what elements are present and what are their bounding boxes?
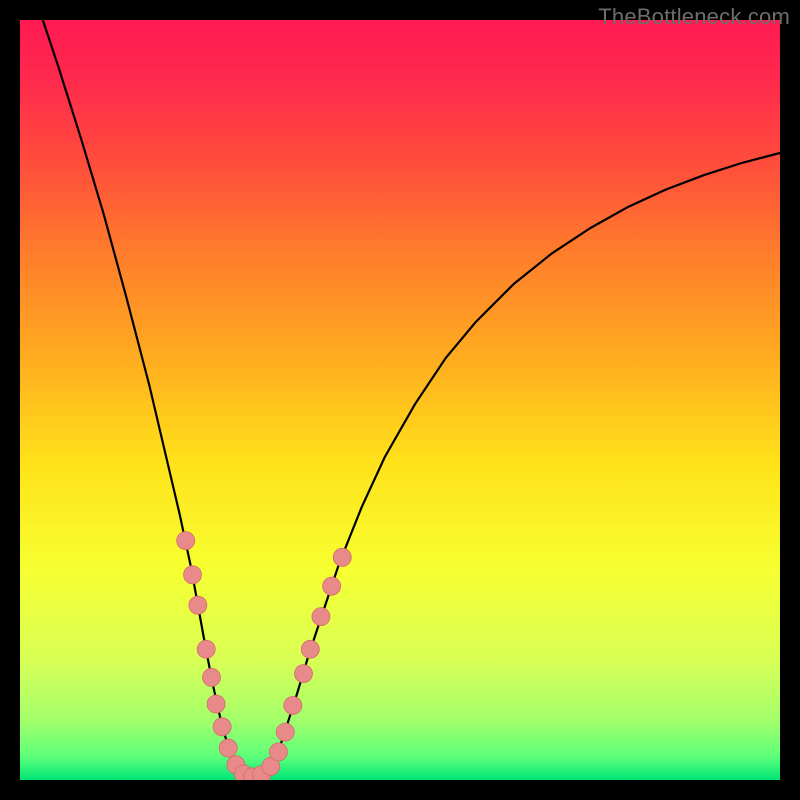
- data-marker: [294, 665, 312, 683]
- chart-container: TheBottleneck.com: [0, 0, 800, 800]
- watermark-label: TheBottleneck.com: [598, 4, 790, 30]
- data-marker: [197, 640, 215, 658]
- bottleneck-chart: [0, 0, 800, 800]
- data-marker: [177, 532, 195, 550]
- data-marker: [312, 608, 330, 626]
- data-marker: [219, 739, 237, 757]
- data-marker: [213, 718, 231, 736]
- plot-background: [20, 20, 780, 780]
- data-marker: [276, 723, 294, 741]
- data-marker: [269, 743, 287, 761]
- data-marker: [333, 548, 351, 566]
- data-marker: [284, 697, 302, 715]
- data-marker: [207, 695, 225, 713]
- data-marker: [301, 640, 319, 658]
- data-marker: [323, 577, 341, 595]
- data-marker: [203, 668, 221, 686]
- data-marker: [189, 596, 207, 614]
- data-marker: [184, 566, 202, 584]
